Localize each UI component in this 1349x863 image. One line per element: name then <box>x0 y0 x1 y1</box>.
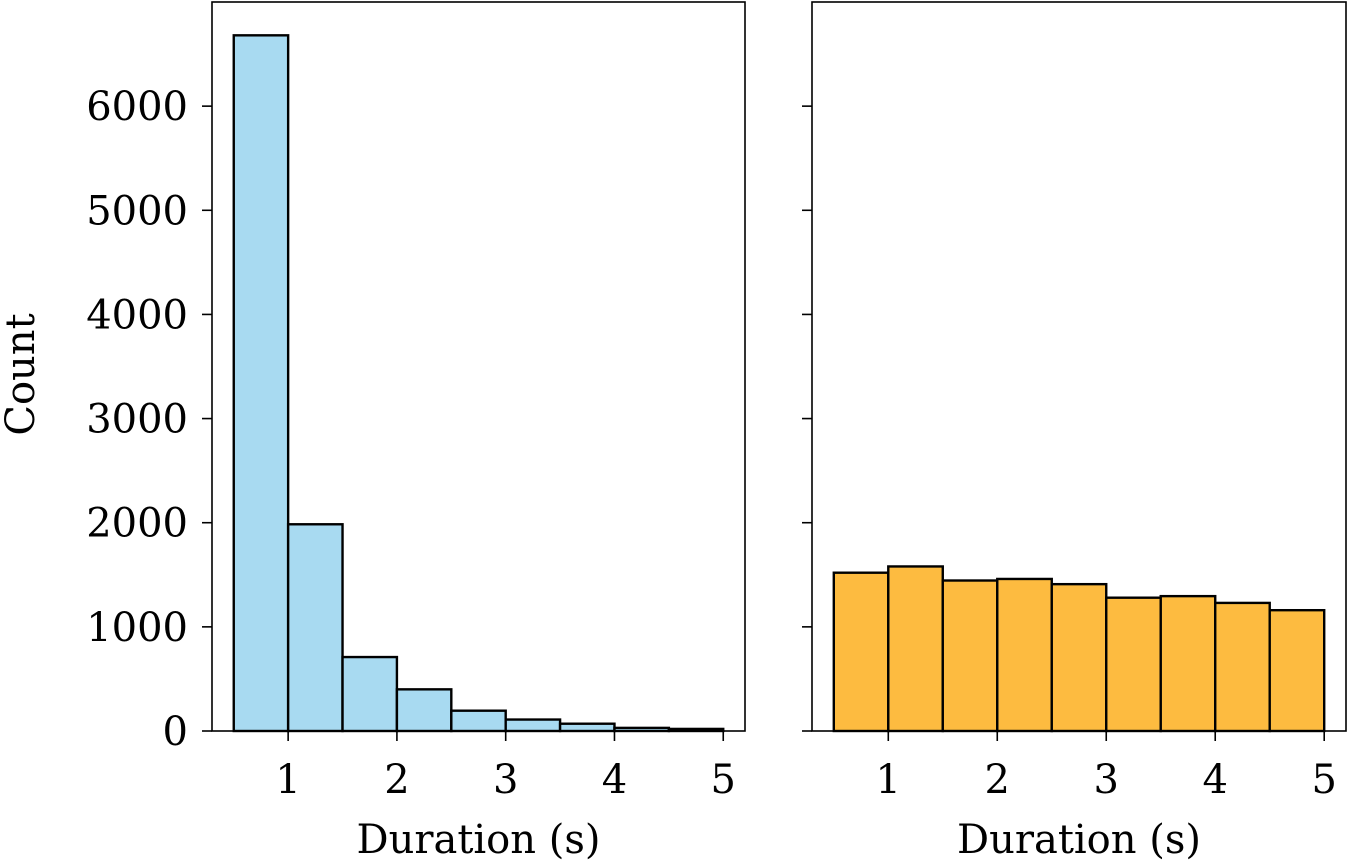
histogram-bar <box>286 523 344 733</box>
histogram-bar <box>1214 601 1271 733</box>
x-tick-label: 2 <box>384 757 409 803</box>
histogram-bar <box>450 709 507 733</box>
x-tick-label: 3 <box>1094 757 1119 803</box>
x-tick-label: 4 <box>602 757 627 803</box>
right-histogram-panel: 1 2 3 4 5 Duration (s) <box>802 1 1347 863</box>
y-tick-label: 5000 <box>86 188 188 234</box>
y-tick-label: 4000 <box>86 292 188 338</box>
left-histogram-panel: 0 1000 2000 3000 4000 5000 6000 1 2 3 4 5 Duration (… <box>0 1 746 863</box>
histogram-bar <box>996 577 1053 733</box>
x-tick-label: 4 <box>1202 757 1227 803</box>
x-tick-label: 3 <box>493 757 518 803</box>
y-tick-label: 1000 <box>86 605 188 651</box>
x-tick-label: 1 <box>876 757 901 803</box>
x-axis-label: Duration (s) <box>957 817 1201 863</box>
histogram-bar <box>1268 608 1326 733</box>
axes-frame <box>811 1 1347 732</box>
y-axis-label: Count <box>0 313 44 435</box>
histogram-bar <box>1159 594 1217 733</box>
histogram-bar <box>1105 596 1162 733</box>
x-tick-label: 5 <box>711 757 736 803</box>
histogram-bar <box>941 579 999 733</box>
histogram-bar <box>558 722 616 733</box>
axes-frame <box>211 1 746 732</box>
histogram-bar <box>832 571 890 733</box>
histogram-bar <box>1050 582 1108 733</box>
histogram-bar <box>504 718 562 733</box>
histogram-bar <box>232 34 290 733</box>
histogram-bar <box>887 565 944 733</box>
x-axis-label: Duration (s) <box>357 817 601 863</box>
y-tick-label: 3000 <box>86 397 188 443</box>
y-tick-label: 2000 <box>86 501 188 547</box>
y-tick-label: 6000 <box>86 84 188 130</box>
x-tick-label: 5 <box>1311 757 1336 803</box>
x-tick-label: 1 <box>275 757 300 803</box>
x-tick-label: 2 <box>985 757 1010 803</box>
y-tick-label: 0 <box>163 709 188 755</box>
histogram-bar <box>341 655 399 733</box>
histogram-bar <box>395 688 453 733</box>
